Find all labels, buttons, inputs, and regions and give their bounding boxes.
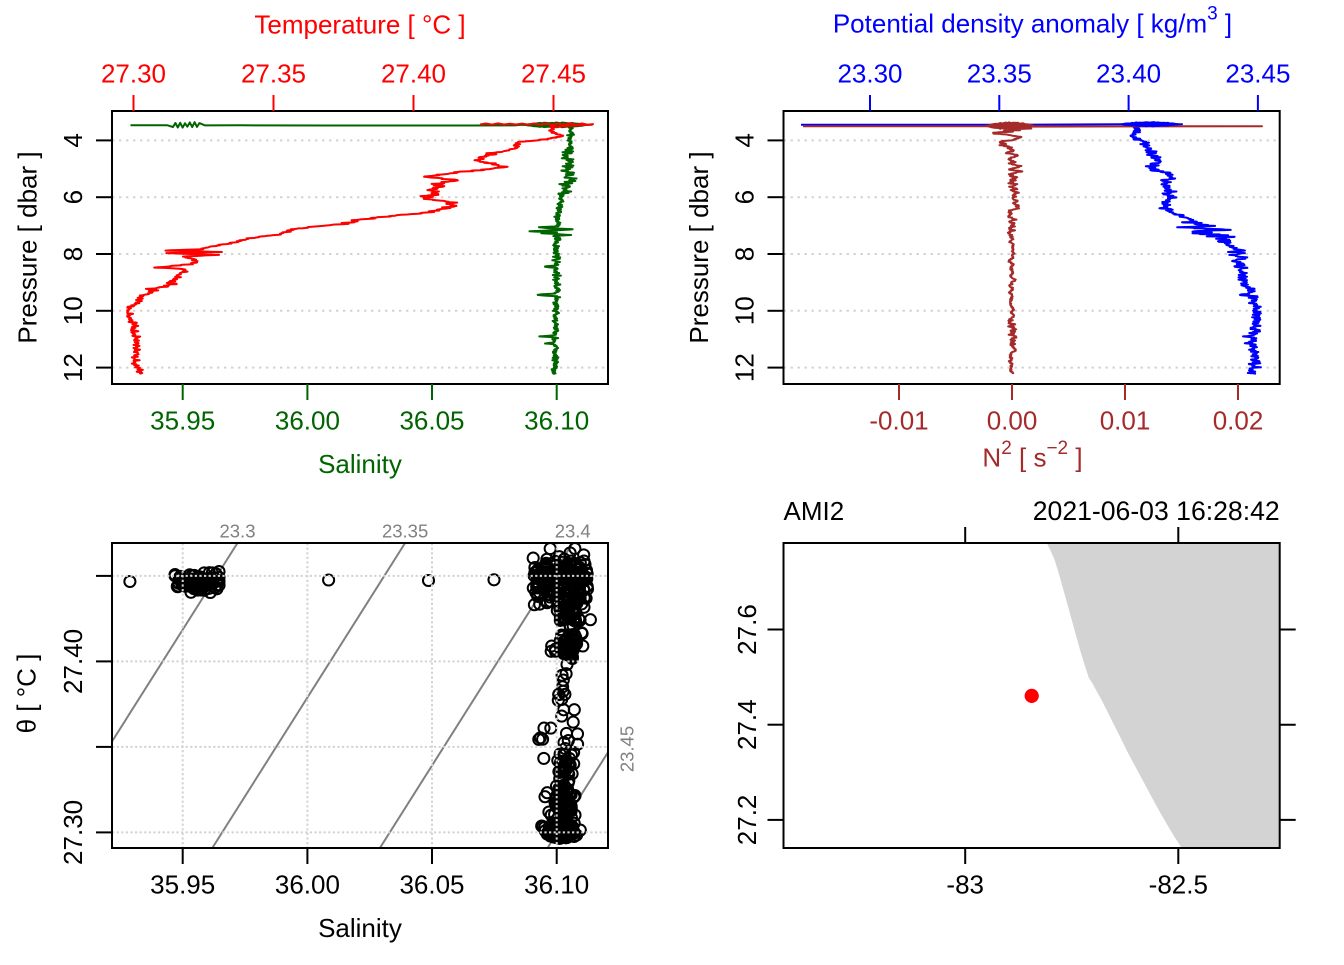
svg-text:35.95: 35.95 <box>150 406 215 436</box>
svg-text:23.45: 23.45 <box>617 726 638 772</box>
svg-text:6: 6 <box>58 190 88 204</box>
svg-text:36.00: 36.00 <box>275 406 340 436</box>
svg-text:27.35: 27.35 <box>241 59 306 89</box>
svg-text:23.30: 23.30 <box>837 59 902 89</box>
svg-text:0.00: 0.00 <box>987 406 1038 436</box>
svg-text:4: 4 <box>58 133 88 147</box>
svg-text:36.05: 36.05 <box>399 406 464 436</box>
svg-text:23.40: 23.40 <box>1096 59 1161 89</box>
svg-text:Potential density anomaly [ kg: Potential density anomaly [ kg/m3 ] <box>833 4 1232 39</box>
svg-text:23.3: 23.3 <box>219 521 255 542</box>
svg-text:10: 10 <box>58 296 88 325</box>
svg-text:Pressure [ dbar ]: Pressure [ dbar ] <box>684 151 714 343</box>
svg-text:2021-06-03 16:28:42: 2021-06-03 16:28:42 <box>1033 496 1280 526</box>
svg-text:23.35: 23.35 <box>967 59 1032 89</box>
svg-text:23.45: 23.45 <box>1225 59 1290 89</box>
svg-text:36.10: 36.10 <box>524 870 589 900</box>
svg-text:Salinity: Salinity <box>318 913 402 943</box>
svg-text:27.4: 27.4 <box>732 699 762 750</box>
svg-text:27.30: 27.30 <box>58 800 88 865</box>
svg-text:Pressure [ dbar ]: Pressure [ dbar ] <box>13 151 43 343</box>
svg-text:36.10: 36.10 <box>524 406 589 436</box>
svg-text:10: 10 <box>730 296 760 325</box>
svg-text:N2 [ s−2 ]: N2 [ s−2 ] <box>982 438 1082 473</box>
svg-text:23.35: 23.35 <box>382 521 428 542</box>
svg-text:0.01: 0.01 <box>1100 406 1151 436</box>
svg-text:27.40: 27.40 <box>58 629 88 694</box>
svg-text:36.00: 36.00 <box>275 870 340 900</box>
svg-text:35.95: 35.95 <box>150 870 215 900</box>
svg-text:27.40: 27.40 <box>381 59 446 89</box>
svg-text:6: 6 <box>730 190 760 204</box>
svg-text:36.05: 36.05 <box>399 870 464 900</box>
svg-text:θ [ °C ]: θ [ °C ] <box>12 654 42 734</box>
svg-text:8: 8 <box>58 247 88 261</box>
svg-text:4: 4 <box>730 133 760 147</box>
svg-text:27.2: 27.2 <box>732 795 762 846</box>
svg-text:27.30: 27.30 <box>101 59 166 89</box>
svg-text:27.45: 27.45 <box>521 59 586 89</box>
svg-text:-0.01: -0.01 <box>869 406 928 436</box>
svg-text:12: 12 <box>730 353 760 382</box>
svg-text:-82.5: -82.5 <box>1149 870 1208 900</box>
svg-text:23.4: 23.4 <box>555 521 591 542</box>
svg-text:12: 12 <box>58 353 88 382</box>
svg-text:AMI2: AMI2 <box>784 496 845 526</box>
svg-text:8: 8 <box>730 247 760 261</box>
svg-text:27.6: 27.6 <box>732 604 762 655</box>
svg-text:0.02: 0.02 <box>1213 406 1264 436</box>
svg-text:Temperature [ °C ]: Temperature [ °C ] <box>254 10 465 40</box>
svg-text:-83: -83 <box>946 870 984 900</box>
svg-text:Salinity: Salinity <box>318 449 402 479</box>
